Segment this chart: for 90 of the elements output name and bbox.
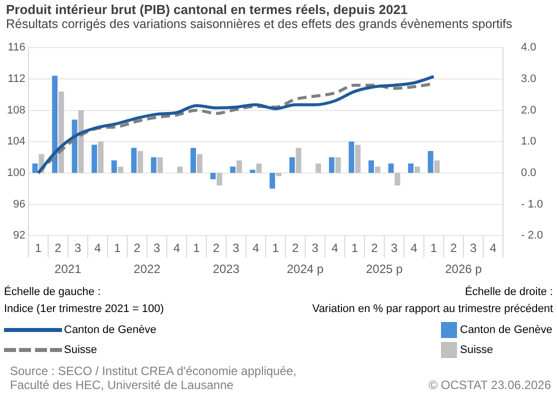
bar [177, 166, 183, 173]
x-tick-label: 4 [490, 241, 497, 256]
legend-label: Canton de Genève [64, 324, 156, 336]
bar [236, 160, 242, 173]
y2-tick-label: 0.0 [520, 166, 536, 179]
bar [190, 148, 196, 173]
x-tick-label: 1 [430, 241, 438, 256]
x-tick-label: 2 [371, 241, 378, 256]
bar [276, 172, 282, 176]
x-tick-label: 2 [292, 241, 299, 256]
bar [428, 151, 434, 173]
x-tick-label: 3 [154, 241, 161, 256]
x-tick-label: 4 [332, 241, 339, 256]
x-tick-label: 3 [232, 241, 240, 256]
bar [316, 164, 322, 173]
bar [368, 160, 374, 173]
bar [150, 157, 156, 173]
legend-label: Suisse [460, 344, 494, 356]
text: 2025 p [366, 262, 404, 276]
x-tick-label: 3 [390, 241, 398, 256]
y-tick-label: 112 [8, 72, 26, 85]
bar [196, 154, 202, 173]
source-note: Source : SECO / Institut CREA d'économie appliquée, Faculté des HEC, Université de Lausanne [10, 364, 296, 392]
bar [118, 166, 124, 173]
y2-tick-label: - 2.0 [520, 230, 544, 242]
bar [111, 160, 117, 173]
x-tick-label: 1 [193, 241, 200, 256]
bar [374, 166, 380, 173]
text: 2023 [212, 262, 240, 276]
y2-tick-label: 3.0 [520, 72, 536, 85]
x-tick-label: 1 [351, 241, 358, 256]
text: 2022 [134, 262, 161, 276]
text: 2024 p [286, 262, 324, 276]
bar [328, 157, 334, 173]
x-tick-label: 3 [74, 241, 82, 256]
bar [355, 144, 361, 173]
text: © OCSTAT 23.06.2026 [428, 378, 551, 392]
bar [58, 91, 64, 173]
bar [92, 144, 98, 173]
x-tick-label: 2 [54, 241, 62, 256]
x-tick-label: 4 [94, 241, 102, 256]
bar [434, 160, 440, 173]
x-tick-label: 1 [34, 241, 42, 256]
x-tick-label: 3 [470, 241, 477, 256]
bar [289, 157, 295, 173]
bar [394, 172, 400, 186]
y-tick-label: 92 [13, 230, 26, 242]
x-tick-label: 1 [272, 241, 280, 256]
y-tick-label: 96 [13, 198, 26, 210]
y-tick-label: 100 [6, 166, 26, 179]
bar [138, 151, 144, 173]
bar [414, 166, 420, 173]
y2-tick-label: 4.0 [520, 42, 536, 54]
bar [348, 142, 354, 173]
bar [230, 166, 236, 173]
y2-tick-label: 2.0 [520, 104, 536, 116]
legend-label: Canton de Genève [460, 324, 552, 336]
x-tick-label: 4 [410, 241, 418, 256]
bar [52, 76, 58, 173]
text: Échelle de droite : Variation en % par rapport au trimestre précédent [312, 286, 553, 317]
bar [296, 148, 302, 173]
bar [388, 164, 394, 173]
bar [335, 157, 341, 173]
chart-title: Produit intérieur brut (PIB) cantonal en termes réels, depuis 2021 [6, 2, 409, 17]
x-tick-label: 2 [450, 241, 458, 256]
bar [256, 164, 262, 173]
chart-subtitle: Résultats corrigés des variations saisonnières et des effets des grands évènements sportifs [6, 17, 514, 31]
bar [157, 157, 163, 173]
x-tick-label: 3 [312, 241, 319, 256]
y2-tick-label: 1.0 [520, 136, 536, 148]
text: Échelle de gauche : Indice (1er trimestre 2021 = 100) [4, 286, 164, 317]
legend-label: Suisse [64, 344, 98, 356]
bar [408, 164, 414, 173]
x-tick-label: 4 [173, 241, 180, 256]
x-tick-label: 2 [212, 241, 220, 256]
y-tick-label: 116 [8, 42, 26, 54]
bar [32, 164, 38, 173]
bar [270, 172, 276, 189]
bar [131, 148, 137, 173]
bar [216, 172, 222, 186]
x-tick-label: 2 [134, 241, 141, 256]
y-tick-label: 108 [6, 104, 26, 116]
bar [98, 142, 104, 173]
text: 2021 [54, 262, 82, 276]
y-tick-label: 104 [6, 136, 26, 148]
text: 2026 p [445, 262, 482, 276]
y2-tick-label: - 1.0 [520, 198, 544, 210]
x-tick-label: 4 [252, 241, 260, 256]
bar [250, 170, 256, 173]
x-tick-label: 1 [114, 241, 122, 256]
